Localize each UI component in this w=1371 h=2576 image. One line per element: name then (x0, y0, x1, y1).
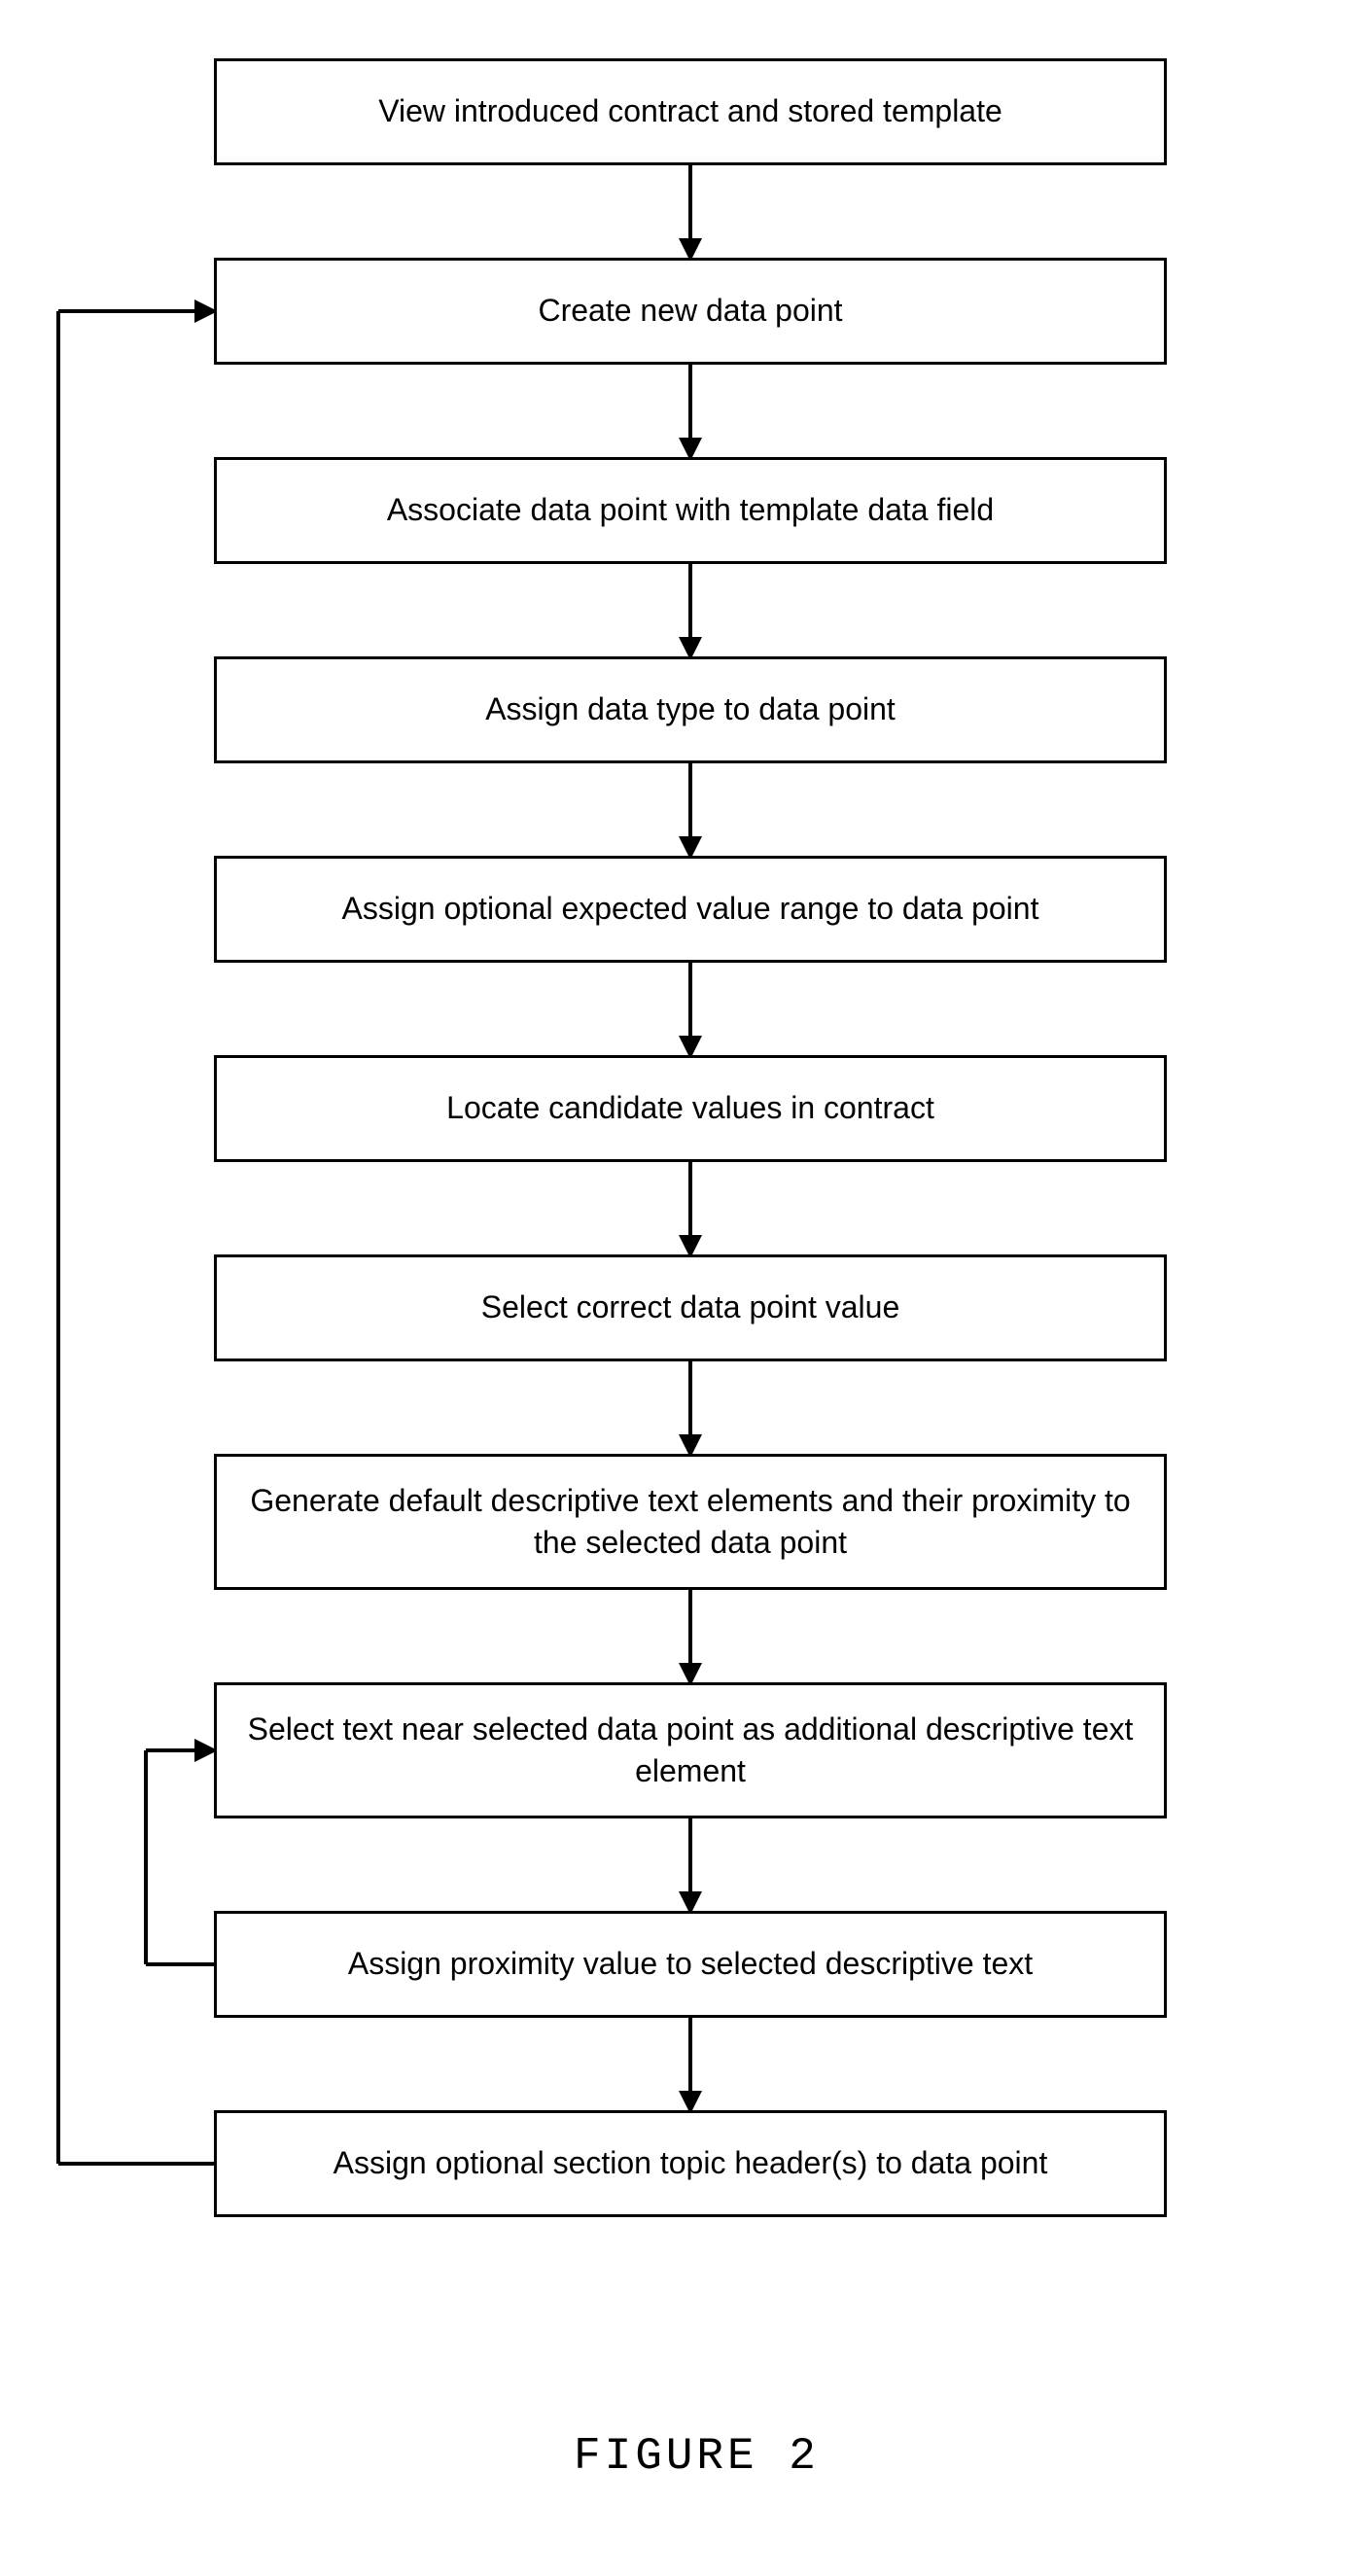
flow-node-label: Select text near selected data point as … (240, 1709, 1141, 1792)
flow-node-n2: Create new data point (214, 258, 1167, 365)
flow-node-label: View introduced contract and stored temp… (378, 90, 1002, 132)
flow-node-label: Assign proximity value to selected descr… (348, 1943, 1033, 1985)
flow-node-label: Generate default descriptive text elemen… (240, 1480, 1141, 1564)
flow-node-n5: Assign optional expected value range to … (214, 856, 1167, 963)
flow-node-label: Associate data point with template data … (387, 489, 994, 531)
flow-node-n6: Locate candidate values in contract (214, 1055, 1167, 1162)
flow-node-n3: Associate data point with template data … (214, 457, 1167, 564)
flow-node-label: Assign data type to data point (485, 688, 896, 730)
flow-node-label: Select correct data point value (481, 1287, 899, 1328)
flow-node-n1: View introduced contract and stored temp… (214, 58, 1167, 165)
flow-node-n7: Select correct data point value (214, 1254, 1167, 1361)
flow-node-label: Assign optional section topic header(s) … (334, 2142, 1048, 2184)
figure-label: FIGURE 2 (574, 2431, 820, 2482)
flow-node-n11: Assign optional section topic header(s) … (214, 2110, 1167, 2217)
flow-node-n9: Select text near selected data point as … (214, 1682, 1167, 1818)
flow-node-n8: Generate default descriptive text elemen… (214, 1454, 1167, 1590)
flow-node-label: Locate candidate values in contract (446, 1087, 934, 1129)
flow-node-label: Create new data point (538, 290, 842, 332)
flow-node-label: Assign optional expected value range to … (342, 888, 1039, 930)
flow-node-n10: Assign proximity value to selected descr… (214, 1911, 1167, 2018)
flow-node-n4: Assign data type to data point (214, 656, 1167, 763)
